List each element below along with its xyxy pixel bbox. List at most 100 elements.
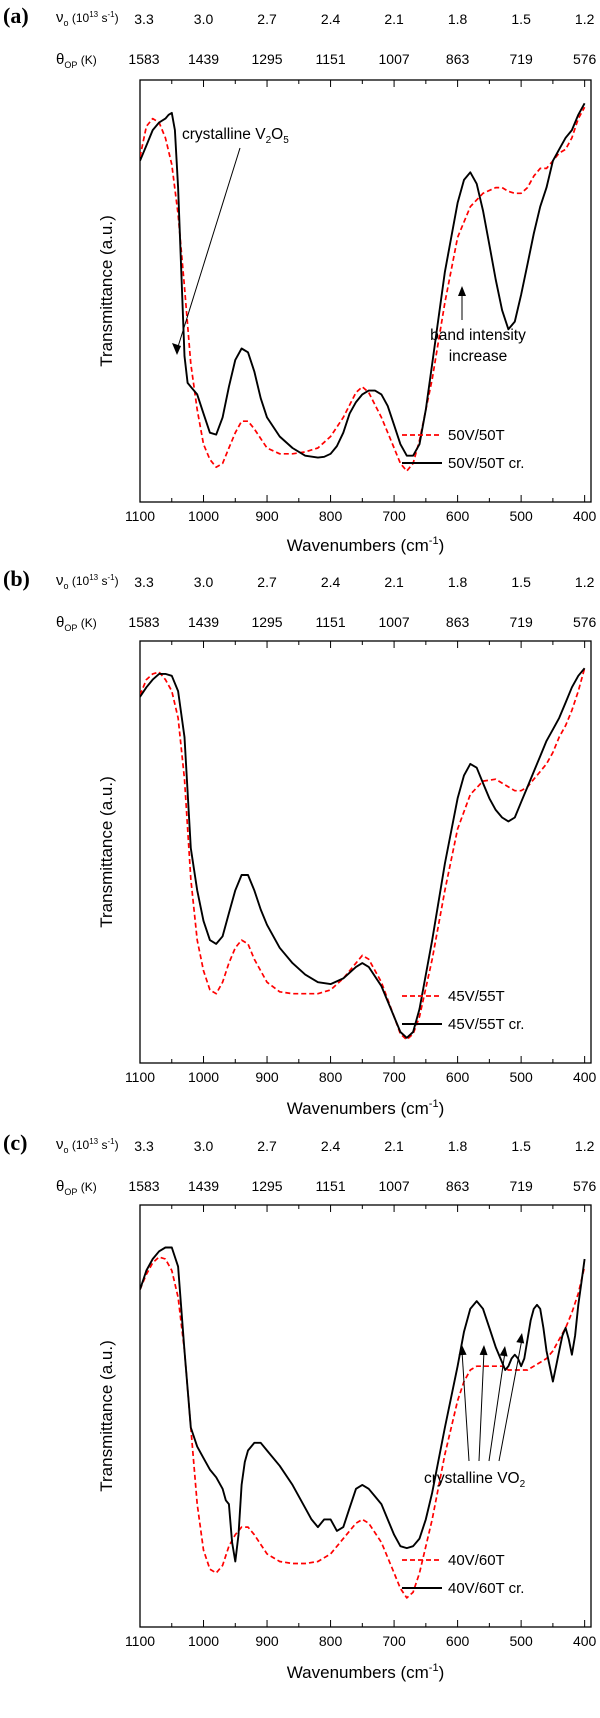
annotation-band-intensity: band intensity <box>430 327 526 344</box>
x-tick-label: 400 <box>573 508 597 524</box>
annot-text: crystalline V <box>182 126 266 143</box>
annotation-crystalline-v2o5: crystalline V2O5 <box>182 126 289 146</box>
top-axis-1-tick-label: 2.4 <box>321 1138 341 1154</box>
unit-post: ) <box>115 11 119 25</box>
top-axis-1-tick-label: 1.8 <box>448 1138 468 1154</box>
plot-frame <box>139 1204 592 1628</box>
unit-mid: s <box>98 11 107 25</box>
unit-exp2: -1 <box>107 1137 115 1146</box>
annot-mid: O <box>271 126 283 143</box>
top-axis-2-tick-label: 1295 <box>251 51 282 67</box>
nu-subscript: o <box>64 18 69 28</box>
top-axis-2-tick-label: 719 <box>509 614 533 630</box>
top-axis-2-tick-label: 1439 <box>188 614 219 630</box>
top-axis-1-tick-label: 1.8 <box>448 11 468 27</box>
arrow-head <box>172 343 181 355</box>
x-axis-label-exp: -1 <box>429 1098 439 1110</box>
theta-unit: (K) <box>77 53 96 67</box>
nu-symbol: ν <box>56 9 64 26</box>
annotation-increase: increase <box>449 348 508 365</box>
top-axis-2-tick-label: 719 <box>509 1178 533 1194</box>
top-axis-1-tick-label: 2.1 <box>384 574 404 590</box>
x-axis-label: Wavenumbers (cm-1) <box>287 1662 444 1682</box>
x-tick-label: 900 <box>255 1069 279 1085</box>
unit-exp2: -1 <box>107 573 115 582</box>
panel-label: (a) <box>3 3 29 28</box>
top-axis-2-tick-label: 1439 <box>188 51 219 67</box>
unit-exp2: -1 <box>107 10 115 19</box>
top-axis-1-tick-label: 2.7 <box>257 1138 277 1154</box>
top-axis-2-label: θOP (K) <box>56 51 97 70</box>
top-axis-1-tick-label: 2.1 <box>384 11 404 27</box>
arrow-line <box>488 1351 506 1462</box>
x-tick-label: 600 <box>446 1633 470 1649</box>
x-axis-label-close: ) <box>439 536 445 555</box>
plot-frame <box>139 79 592 503</box>
x-tick-label: 1100 <box>125 508 155 524</box>
unit-exp: 13 <box>89 573 98 582</box>
legend-label: 50V/50T cr. <box>448 455 524 472</box>
top-axis-1-tick-label: 2.7 <box>257 11 277 27</box>
arrow-line <box>478 1350 485 1462</box>
series-line-dashed <box>140 106 586 472</box>
legend-label: 45V/55T <box>448 988 505 1005</box>
top-axis-1-tick-label: 2.4 <box>321 11 341 27</box>
annot-sub2: 5 <box>283 135 289 146</box>
top-axis-1-tick-label: 3.0 <box>194 574 214 590</box>
nu-symbol: ν <box>56 1136 64 1153</box>
top-axis-2-tick-label: 863 <box>446 1178 470 1194</box>
annot-sub: 2 <box>520 1479 526 1490</box>
x-axis-label-close: ) <box>439 1663 445 1682</box>
arrow-line <box>176 147 241 351</box>
top-axis-1-tick-label: 3.0 <box>194 11 214 27</box>
unit-pre: (10 <box>69 11 90 25</box>
x-axis-label-exp: -1 <box>429 1662 439 1674</box>
legend-label: 45V/55T cr. <box>448 1016 524 1033</box>
top-axis-2-tick-label: 1007 <box>379 1178 410 1194</box>
top-axis-2-tick-label: 1007 <box>379 51 410 67</box>
top-axis-1-tick-label: 1.5 <box>511 574 531 590</box>
top-axis-1-tick-label: 3.3 <box>134 574 154 590</box>
top-axis-1-tick-label: 1.2 <box>575 11 595 27</box>
x-axis-label-exp: -1 <box>429 535 439 547</box>
top-axis-1-label: νo (1013 s-1) <box>56 572 119 591</box>
series-line-dashed <box>140 1256 586 1599</box>
top-axis-2-tick-label: 1007 <box>379 614 410 630</box>
y-axis-label: Transmittance (a.u.) <box>97 215 116 366</box>
theta-symbol: θ <box>56 51 64 68</box>
x-tick-label: 1100 <box>125 1069 155 1085</box>
x-tick-label: 800 <box>319 508 343 524</box>
panel-2: (c) νo (1013 s-1) 3.3 3.0 2.7 2.4 2.1 1.8 1.5 1.2… <box>3 1130 597 1682</box>
annot-sub: 2 <box>266 135 272 146</box>
series-line-solid <box>140 102 586 459</box>
arrow-head <box>458 286 466 296</box>
x-tick-label: 1000 <box>188 1069 219 1085</box>
panel-0: (a) νo (1013 s-1) 3.3 3.0 2.7 2.4 2.1 1.8 1.5 1.2… <box>3 3 597 555</box>
panel-1: (b) νo (1013 s-1) 3.3 3.0 2.7 2.4 2.1 1.8 1.5 1.2… <box>3 566 597 1118</box>
x-tick-label: 400 <box>573 1069 597 1085</box>
top-axis-2-label: θOP (K) <box>56 1178 97 1197</box>
top-axis-1-tick-label: 2.7 <box>257 574 277 590</box>
x-axis-label-main: Wavenumbers (cm <box>287 1099 429 1118</box>
x-tick-label: 700 <box>382 508 406 524</box>
top-axis-2-tick-label: 863 <box>446 614 470 630</box>
top-axis-1-tick-label: 1.8 <box>448 574 468 590</box>
theta-symbol: θ <box>56 614 64 631</box>
top-axis-2-tick-label: 1295 <box>251 1178 282 1194</box>
x-tick-label: 400 <box>573 1633 597 1649</box>
theta-unit: (K) <box>77 1180 96 1194</box>
x-tick-label: 700 <box>382 1633 406 1649</box>
top-axis-2-tick-label: 1151 <box>316 51 346 67</box>
top-axis-1-tick-label: 1.5 <box>511 1138 531 1154</box>
legend-label: 40V/60T cr. <box>448 1580 524 1597</box>
top-axis-2-tick-label: 1583 <box>128 1178 159 1194</box>
panel-label: (c) <box>3 1130 27 1155</box>
top-axis-2-tick-label: 719 <box>509 51 533 67</box>
unit-post: ) <box>115 1138 119 1152</box>
top-axis-2-tick-label: 1583 <box>128 51 159 67</box>
unit-exp: 13 <box>89 1137 98 1146</box>
top-axis-2-tick-label: 576 <box>573 51 597 67</box>
top-axis-2-tick-label: 1583 <box>128 614 159 630</box>
top-axis-2-tick-label: 1151 <box>316 614 346 630</box>
